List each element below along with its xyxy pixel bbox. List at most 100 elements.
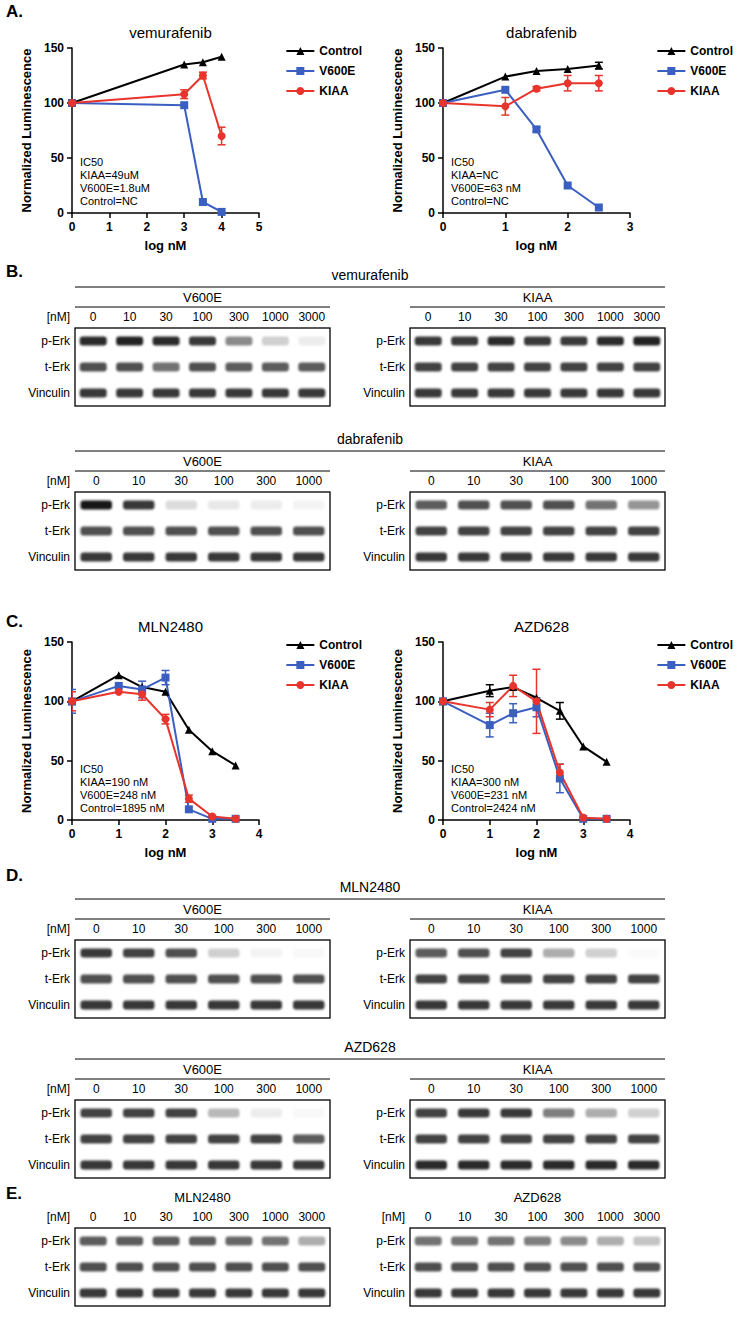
svg-text:Control: Control <box>319 44 362 58</box>
svg-text:KIAA: KIAA <box>523 1062 553 1077</box>
svg-text:0: 0 <box>440 827 447 841</box>
svg-text:100: 100 <box>214 474 234 488</box>
svg-text:V600E=1.8uM: V600E=1.8uM <box>80 182 150 194</box>
svg-text:10: 10 <box>467 474 481 488</box>
svg-text:100: 100 <box>192 1210 212 1224</box>
svg-text:KIAA=300 nM: KIAA=300 nM <box>451 776 519 788</box>
svg-text:vemurafenib: vemurafenib <box>331 267 408 283</box>
svg-text:0: 0 <box>69 827 76 841</box>
svg-text:10: 10 <box>132 922 146 936</box>
svg-text:30: 30 <box>510 474 524 488</box>
svg-text:t-Erk: t-Erk <box>380 972 406 986</box>
svg-text:1000: 1000 <box>295 474 322 488</box>
svg-text:1000: 1000 <box>597 310 624 324</box>
svg-text:p-Erk: p-Erk <box>41 334 71 348</box>
svg-text:50: 50 <box>422 754 436 768</box>
svg-text:3: 3 <box>209 827 216 841</box>
svg-text:V600E: V600E <box>319 658 355 672</box>
svg-text:100: 100 <box>192 310 212 324</box>
svg-text:0: 0 <box>93 474 100 488</box>
svg-text:300: 300 <box>591 922 611 936</box>
svg-text:0: 0 <box>428 1082 435 1096</box>
svg-text:300: 300 <box>591 474 611 488</box>
svg-text:V600E=231 nM: V600E=231 nM <box>451 789 527 801</box>
svg-text:100: 100 <box>549 1082 569 1096</box>
svg-text:KIAA: KIAA <box>319 678 349 692</box>
svg-text:V600E: V600E <box>183 454 222 469</box>
svg-text:4: 4 <box>256 827 263 841</box>
svg-text:KIAA: KIAA <box>319 84 349 98</box>
svg-text:10: 10 <box>132 1082 146 1096</box>
svg-text:Vinculin: Vinculin <box>28 386 70 400</box>
svg-text:150: 150 <box>44 41 64 55</box>
svg-text:V600E: V600E <box>183 1062 222 1077</box>
svg-text:2: 2 <box>143 220 150 234</box>
svg-text:IC50: IC50 <box>80 763 103 775</box>
svg-text:300: 300 <box>229 1210 249 1224</box>
svg-text:Control: Control <box>690 44 733 58</box>
svg-text:KIAA: KIAA <box>690 678 720 692</box>
svg-text:KIAA=NC: KIAA=NC <box>451 169 498 181</box>
svg-text:0: 0 <box>428 474 435 488</box>
svg-text:Vinculin: Vinculin <box>363 998 405 1012</box>
svg-text:30: 30 <box>494 310 508 324</box>
svg-text:p-Erk: p-Erk <box>376 334 406 348</box>
svg-text:3000: 3000 <box>633 1210 660 1224</box>
svg-text:p-Erk: p-Erk <box>376 498 406 512</box>
svg-text:Control=1895 nM: Control=1895 nM <box>80 802 165 814</box>
svg-text:0: 0 <box>93 1082 100 1096</box>
svg-text:10: 10 <box>132 474 146 488</box>
svg-text:Vinculin: Vinculin <box>363 386 405 400</box>
svg-text:3: 3 <box>580 827 587 841</box>
svg-text:AZD628: AZD628 <box>514 1190 562 1205</box>
svg-text:1000: 1000 <box>630 922 657 936</box>
svg-text:KIAA: KIAA <box>690 84 720 98</box>
svg-text:0: 0 <box>425 1210 432 1224</box>
svg-text:log nM: log nM <box>516 238 558 253</box>
svg-text:0: 0 <box>425 310 432 324</box>
svg-text:Control=NC: Control=NC <box>451 195 509 207</box>
svg-text:30: 30 <box>175 922 189 936</box>
svg-text:t-Erk: t-Erk <box>45 360 71 374</box>
svg-text:100: 100 <box>44 694 64 708</box>
svg-text:0: 0 <box>57 813 64 827</box>
svg-text:p-Erk: p-Erk <box>376 946 406 960</box>
svg-text:2: 2 <box>564 220 571 234</box>
svg-text:300: 300 <box>256 922 276 936</box>
svg-text:Vinculin: Vinculin <box>28 550 70 564</box>
svg-text:1000: 1000 <box>630 1082 657 1096</box>
svg-text:100: 100 <box>527 1210 547 1224</box>
svg-text:AZD628: AZD628 <box>344 1039 396 1055</box>
svg-text:p-Erk: p-Erk <box>376 1106 406 1120</box>
svg-text:log nM: log nM <box>516 845 558 860</box>
svg-text:50: 50 <box>51 754 65 768</box>
svg-text:[nM]: [nM] <box>47 922 70 936</box>
svg-text:[nM]: [nM] <box>47 474 70 488</box>
svg-text:1000: 1000 <box>262 310 289 324</box>
svg-text:log nM: log nM <box>145 845 187 860</box>
svg-text:0: 0 <box>428 206 435 220</box>
svg-text:IC50: IC50 <box>451 156 474 168</box>
svg-text:100: 100 <box>214 922 234 936</box>
svg-text:t-Erk: t-Erk <box>45 1132 71 1146</box>
svg-text:p-Erk: p-Erk <box>41 946 71 960</box>
svg-text:V600E: V600E <box>183 290 222 305</box>
svg-text:Control=NC: Control=NC <box>80 195 138 207</box>
svg-text:Normalized Luminescence: Normalized Luminescence <box>390 49 405 213</box>
svg-text:dabrafenib: dabrafenib <box>506 24 577 41</box>
svg-text:100: 100 <box>44 96 64 110</box>
svg-text:[nM]: [nM] <box>47 1210 70 1224</box>
svg-text:[nM]: [nM] <box>47 310 70 324</box>
svg-text:t-Erk: t-Erk <box>45 524 71 538</box>
svg-text:p-Erk: p-Erk <box>41 1106 71 1120</box>
svg-text:t-Erk: t-Erk <box>380 1260 406 1274</box>
svg-text:2: 2 <box>162 827 169 841</box>
svg-text:t-Erk: t-Erk <box>380 524 406 538</box>
svg-text:IC50: IC50 <box>451 763 474 775</box>
svg-text:MLN2480: MLN2480 <box>174 1190 230 1205</box>
svg-text:0: 0 <box>428 922 435 936</box>
svg-text:KIAA: KIAA <box>523 290 553 305</box>
svg-text:Vinculin: Vinculin <box>363 1158 405 1172</box>
svg-text:3: 3 <box>181 220 188 234</box>
svg-text:V600E=248 nM: V600E=248 nM <box>80 789 156 801</box>
